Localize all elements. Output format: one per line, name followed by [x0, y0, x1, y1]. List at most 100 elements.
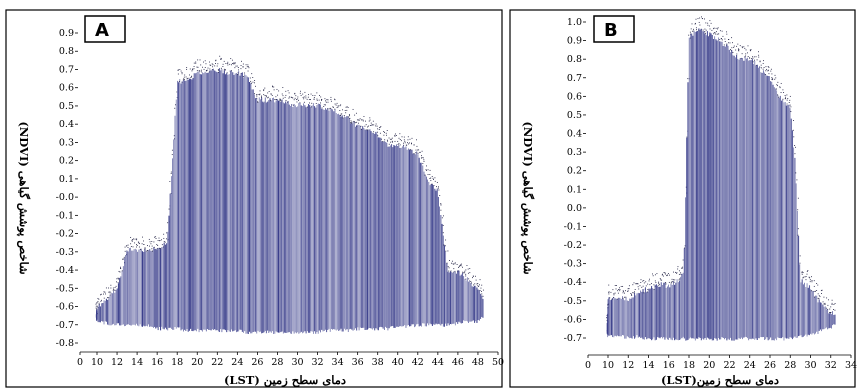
x-tick-label: 22: [723, 360, 735, 371]
x-tick-label: 26: [251, 357, 263, 368]
scatter-point: [127, 244, 129, 246]
scatter-point: [244, 72, 246, 74]
scatter-point: [297, 98, 299, 100]
scatter-point: [95, 303, 97, 305]
scatter-point: [238, 69, 240, 71]
scatter-point: [713, 27, 715, 29]
scatter-point: [698, 21, 700, 23]
scatter-point: [659, 283, 660, 285]
scatter-point: [193, 66, 195, 67]
scatter-point: [809, 279, 811, 281]
x-tick-label: 40: [392, 357, 404, 368]
scatter-point: [290, 96, 292, 98]
scatter-point: [140, 248, 141, 250]
scatter-point: [460, 263, 462, 265]
scatter-point: [646, 291, 648, 293]
scatter-point: [448, 267, 450, 269]
scatter-point: [811, 280, 813, 281]
scatter-point: [822, 301, 824, 303]
scatter-point: [437, 187, 439, 189]
scatter-point: [191, 68, 193, 70]
scatter-point: [619, 289, 621, 290]
scatter-point: [440, 204, 442, 206]
scatter-point: [661, 274, 663, 276]
scatter-point: [399, 138, 401, 140]
scatter-point: [173, 135, 175, 137]
scatter-point: [242, 63, 244, 65]
scatter-point: [315, 103, 317, 104]
panel-b-ylabel: شاخص پوشش گیاهی (NDVI): [520, 121, 536, 275]
scatter-point: [480, 287, 482, 289]
scatter-point: [114, 287, 116, 289]
scatter-point: [673, 281, 675, 283]
scatter-point: [391, 140, 393, 142]
panel-a: 0.9 0.8 0.7 0.6 0.5 0.4 0.3 0.2 0.1 -0.0 -0.1 -0.2 -…: [5, 9, 504, 388]
scatter-point: [477, 285, 479, 287]
scatter-point: [193, 62, 195, 64]
scatter-point: [726, 43, 728, 45]
scatter-point: [743, 46, 745, 48]
scatter-point: [723, 44, 725, 46]
scatter-point: [422, 157, 424, 159]
scatter-point: [741, 53, 743, 55]
scatter-point: [250, 80, 252, 82]
panel-a-frame: [5, 9, 503, 388]
scatter-point: [150, 243, 152, 245]
scatter-point: [453, 268, 455, 270]
scatter-point: [442, 224, 444, 226]
scatter-point: [620, 285, 622, 287]
scatter-point: [200, 64, 202, 66]
scatter-point: [144, 248, 146, 250]
scatter-point: [355, 122, 357, 124]
scatter-point: [101, 299, 102, 301]
scatter-point: [123, 256, 125, 258]
scatter-point: [176, 91, 178, 93]
scatter-point: [681, 267, 683, 269]
scatter-point: [226, 72, 228, 74]
scatter-point: [219, 55, 221, 57]
y-tick-label: -0.2: [56, 229, 74, 240]
scatter-point: [613, 293, 615, 295]
scatter-point: [171, 154, 173, 156]
scatter-point: [234, 62, 236, 64]
scatter-point: [640, 279, 642, 281]
scatter-point: [790, 111, 792, 113]
scatter-point: [209, 64, 211, 66]
scatter-point: [641, 286, 643, 288]
x-tick-label: 30: [804, 360, 816, 371]
scatter-point: [359, 118, 361, 120]
scatter-point: [386, 139, 388, 141]
scatter-point: [467, 272, 469, 274]
scatter-point: [434, 177, 436, 179]
scatter-point: [294, 92, 296, 94]
scatter-point: [731, 37, 733, 39]
scatter-point: [203, 68, 205, 70]
scatter-point: [634, 291, 635, 293]
scatter-point: [619, 290, 621, 292]
scatter-point: [308, 99, 310, 100]
scatter-point: [236, 65, 238, 67]
scatter-point: [634, 289, 636, 290]
scatter-point: [627, 290, 629, 292]
scatter-point: [112, 289, 114, 291]
x-tick-label: 14: [131, 357, 143, 368]
scatter-point: [780, 82, 782, 84]
scatter-point: [758, 54, 760, 56]
scatter-point: [813, 280, 815, 282]
scatter-point: [649, 284, 651, 286]
scatter-point: [407, 139, 409, 141]
scatter-point: [340, 113, 342, 115]
scatter-point: [296, 101, 298, 103]
scatter-point: [103, 291, 105, 293]
scatter-point: [294, 97, 296, 99]
scatter-point: [155, 236, 157, 238]
scatter-point: [673, 279, 675, 281]
scatter-point: [302, 93, 304, 95]
scatter-point: [281, 93, 283, 95]
scatter-point: [109, 291, 111, 293]
scatter-point: [217, 63, 219, 65]
scatter-point: [344, 110, 346, 111]
scatter-point: [149, 241, 151, 243]
scatter-point: [361, 128, 362, 130]
scatter-point: [826, 297, 828, 299]
